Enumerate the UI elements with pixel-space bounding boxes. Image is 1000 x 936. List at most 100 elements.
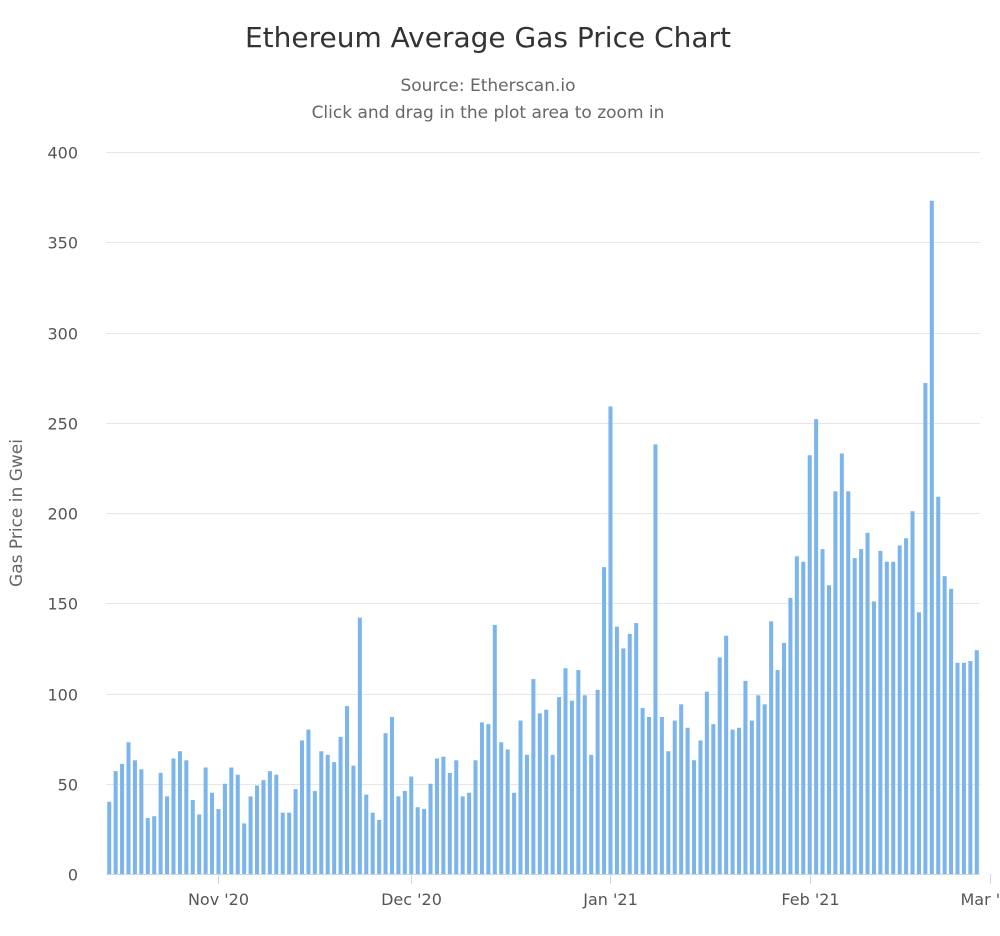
bar[interactable] — [280, 812, 285, 874]
bar[interactable] — [647, 716, 652, 874]
bar[interactable] — [711, 724, 716, 874]
bar[interactable] — [884, 561, 889, 874]
bar[interactable] — [569, 700, 574, 874]
bar[interactable] — [576, 670, 581, 874]
bar[interactable] — [736, 727, 742, 874]
bar[interactable] — [364, 794, 369, 874]
bar[interactable] — [929, 200, 934, 875]
bar[interactable] — [762, 704, 767, 874]
bar[interactable] — [171, 758, 176, 874]
bar[interactable] — [235, 774, 240, 874]
bar[interactable] — [460, 796, 465, 874]
bar[interactable] — [113, 771, 118, 874]
bar[interactable] — [692, 760, 697, 874]
bar[interactable] — [306, 729, 311, 874]
bar[interactable] — [389, 716, 394, 874]
bar[interactable] — [756, 695, 761, 874]
bar[interactable] — [242, 823, 247, 874]
bar[interactable] — [614, 626, 619, 874]
bar[interactable] — [467, 792, 472, 874]
bar[interactable] — [184, 760, 189, 874]
bar[interactable] — [132, 760, 137, 874]
bar[interactable] — [557, 697, 562, 874]
bar[interactable] — [370, 812, 375, 874]
bar[interactable] — [826, 585, 831, 874]
bar[interactable] — [454, 760, 459, 874]
bar[interactable] — [512, 792, 517, 874]
bar[interactable] — [717, 657, 722, 874]
bar[interactable] — [377, 819, 382, 874]
bar[interactable] — [524, 754, 529, 874]
bar[interactable] — [357, 617, 362, 874]
bar[interactable] — [203, 767, 208, 875]
bar[interactable] — [344, 706, 350, 874]
bar[interactable] — [267, 771, 272, 874]
bar[interactable] — [274, 774, 279, 874]
bar[interactable] — [846, 491, 851, 874]
bar[interactable] — [865, 532, 870, 874]
bar[interactable] — [531, 679, 536, 874]
bar[interactable] — [814, 419, 819, 874]
bar[interactable] — [492, 624, 497, 874]
bar[interactable] — [801, 561, 806, 874]
bar[interactable] — [190, 800, 195, 874]
bar[interactable] — [544, 709, 549, 874]
bar[interactable] — [743, 680, 748, 874]
bar[interactable] — [672, 720, 677, 874]
bar[interactable] — [177, 751, 182, 874]
bar[interactable] — [255, 785, 260, 874]
bar[interactable] — [859, 549, 864, 874]
bar[interactable] — [428, 783, 433, 874]
bar[interactable] — [332, 762, 337, 874]
bar[interactable] — [582, 695, 587, 874]
bar[interactable] — [659, 716, 664, 874]
bar[interactable] — [351, 765, 356, 874]
bar[interactable] — [904, 538, 909, 874]
bar[interactable] — [499, 742, 504, 874]
bar[interactable] — [621, 648, 626, 875]
bar[interactable] — [936, 496, 941, 874]
bar[interactable] — [640, 707, 645, 874]
bar[interactable] — [916, 612, 921, 874]
bar[interactable] — [595, 689, 600, 874]
bar[interactable] — [704, 691, 709, 874]
bar[interactable] — [627, 633, 632, 874]
bar[interactable] — [871, 601, 876, 874]
bar[interactable] — [608, 406, 613, 874]
bar[interactable] — [229, 767, 234, 875]
bar[interactable] — [769, 621, 774, 874]
bar[interactable] — [749, 720, 754, 874]
bar[interactable] — [479, 722, 484, 874]
bar-series[interactable] — [107, 200, 979, 875]
bar[interactable] — [942, 576, 947, 874]
bar[interactable] — [949, 588, 954, 874]
bar[interactable] — [434, 758, 439, 874]
bar[interactable] — [974, 650, 979, 874]
bar[interactable] — [775, 670, 780, 874]
bar[interactable] — [563, 668, 568, 874]
bar[interactable] — [602, 567, 607, 874]
bar[interactable] — [781, 642, 787, 874]
bar[interactable] — [968, 661, 973, 874]
bar[interactable] — [248, 796, 253, 874]
bar[interactable] — [120, 763, 125, 874]
bar[interactable] — [634, 623, 639, 874]
bar[interactable] — [145, 818, 150, 874]
bar[interactable] — [126, 742, 131, 874]
bar[interactable] — [794, 556, 799, 874]
bar[interactable] — [537, 713, 542, 874]
bar[interactable] — [312, 790, 317, 874]
bar[interactable] — [923, 383, 928, 874]
bar[interactable] — [685, 727, 690, 874]
bar[interactable] — [287, 812, 292, 874]
bar[interactable] — [473, 760, 478, 874]
bar[interactable] — [216, 809, 221, 874]
bar[interactable] — [441, 756, 446, 874]
bar[interactable] — [299, 740, 305, 874]
bar[interactable] — [518, 720, 523, 874]
bar[interactable] — [807, 455, 812, 874]
bar[interactable] — [891, 561, 896, 874]
bar[interactable] — [679, 704, 684, 874]
bar[interactable] — [383, 733, 388, 874]
bar[interactable] — [878, 550, 883, 874]
